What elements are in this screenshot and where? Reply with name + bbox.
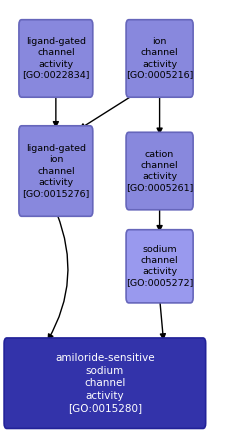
FancyBboxPatch shape	[4, 338, 205, 429]
FancyBboxPatch shape	[126, 132, 192, 210]
FancyBboxPatch shape	[126, 229, 192, 303]
Text: ion
channel
activity
[GO:0005216]: ion channel activity [GO:0005216]	[125, 37, 192, 80]
Text: sodium
channel
activity
[GO:0005272]: sodium channel activity [GO:0005272]	[125, 245, 192, 288]
Text: ligand-gated
ion
channel
activity
[GO:0015276]: ligand-gated ion channel activity [GO:00…	[22, 144, 89, 198]
Text: ligand-gated
channel
activity
[GO:0022834]: ligand-gated channel activity [GO:002283…	[22, 37, 89, 80]
FancyBboxPatch shape	[19, 126, 92, 216]
Text: cation
channel
activity
[GO:0005261]: cation channel activity [GO:0005261]	[125, 150, 192, 192]
FancyBboxPatch shape	[19, 20, 92, 97]
Text: amiloride-sensitive
sodium
channel
activity
[GO:0015280]: amiloride-sensitive sodium channel activ…	[55, 353, 154, 413]
FancyBboxPatch shape	[126, 20, 192, 97]
